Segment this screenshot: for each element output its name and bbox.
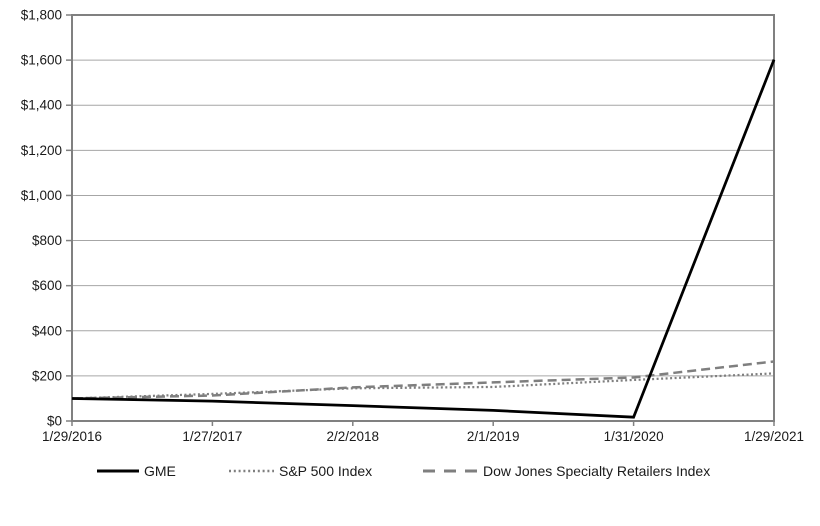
y-axis-label: $1,800: [21, 8, 62, 23]
y-axis-label: $1,600: [21, 53, 62, 68]
x-axis-label: 1/31/2020: [604, 429, 664, 444]
gme-solid-line-swatch: [97, 469, 139, 473]
y-axis-label: $200: [32, 368, 62, 383]
y-axis-label: $400: [32, 323, 62, 338]
legend-item-dowjones: Dow Jones Specialty Retailers Index: [423, 458, 710, 484]
x-axis-label: 2/1/2019: [467, 429, 520, 444]
sp500-dotted-line-swatch: [229, 469, 274, 473]
y-axis-label: $1,200: [21, 143, 62, 158]
legend-label-gme: GME: [144, 463, 176, 479]
x-axis-label: 1/27/2017: [182, 429, 242, 444]
series-line-s-p-500-index: [71, 372, 775, 400]
legend-item-gme: GME: [97, 458, 176, 484]
legend: GME S&P 500 Index Dow Jones Specialty Re…: [0, 458, 820, 484]
legend-item-sp500: S&P 500 Index: [229, 458, 372, 484]
legend-label-sp500: S&P 500 Index: [279, 463, 373, 479]
y-axis-label: $0: [47, 414, 62, 429]
y-axis-label: $1,000: [21, 188, 62, 203]
dowjones-dashed-line-swatch: [423, 469, 478, 473]
y-axis-label: $1,400: [21, 98, 62, 113]
y-axis-label: $600: [32, 278, 62, 293]
x-axis-label: 1/29/2021: [744, 429, 804, 444]
series-line-dow-jones-specialty-retailers-index: [71, 360, 775, 400]
plot-border: [71, 14, 775, 422]
x-axis-label: 1/29/2016: [42, 429, 102, 444]
x-axis-label: 2/2/2018: [327, 429, 380, 444]
series-line-gme: [71, 59, 776, 419]
legend-label-dowjones: Dow Jones Specialty Retailers Index: [483, 463, 711, 479]
y-axis-label: $800: [32, 233, 62, 248]
